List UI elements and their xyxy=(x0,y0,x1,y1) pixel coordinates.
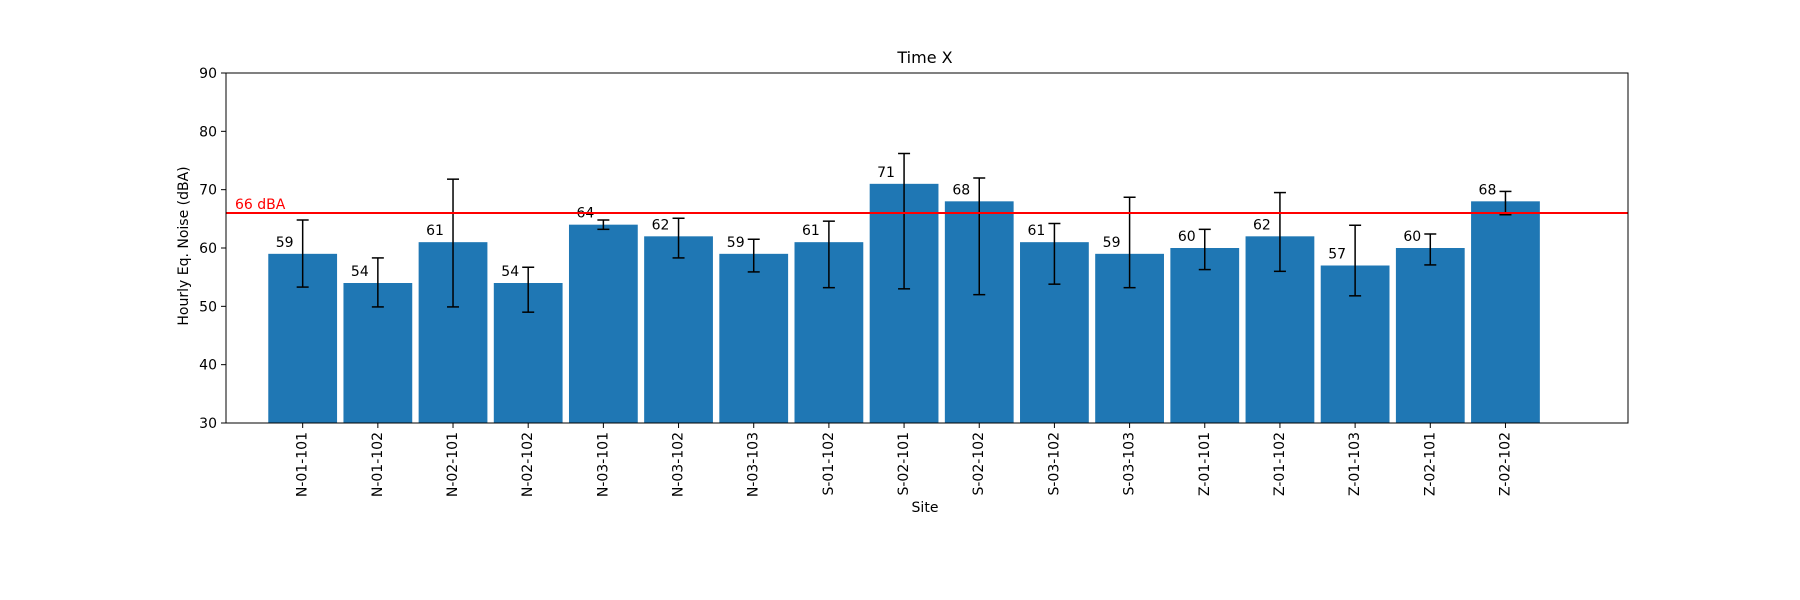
x-tick-label: S-02-101 xyxy=(896,432,912,496)
data-label: 62 xyxy=(1253,217,1271,233)
error-bar xyxy=(822,220,835,289)
y-axis: 30 40 50 60 70 80 90 xyxy=(199,66,226,432)
x-tick-label: Z-01-102 xyxy=(1272,432,1288,496)
error-bar xyxy=(1424,233,1437,266)
error-bar xyxy=(1349,224,1362,297)
x-tick-label: N-02-101 xyxy=(445,432,461,497)
error-bar xyxy=(672,217,685,259)
error-bar xyxy=(447,178,460,308)
reference-line-label: 66 dBA xyxy=(235,197,286,213)
x-tick-label: N-01-101 xyxy=(295,432,311,497)
x-tick-label: S-03-103 xyxy=(1122,432,1138,496)
y-tick-label: 30 xyxy=(199,416,217,432)
error-bar xyxy=(597,219,610,231)
bar xyxy=(1471,201,1540,423)
y-tick-label: 50 xyxy=(199,299,217,315)
bar xyxy=(1395,248,1465,423)
y-tick-label: 70 xyxy=(199,183,217,199)
bar xyxy=(644,236,713,423)
data-label: 59 xyxy=(727,235,745,251)
data-label: 61 xyxy=(802,223,820,239)
x-axis-title: Site xyxy=(912,500,939,516)
data-label: 59 xyxy=(1103,235,1121,251)
data-label: 54 xyxy=(501,264,519,280)
x-tick-label: Z-01-101 xyxy=(1197,432,1213,496)
y-tick-label: 80 xyxy=(199,124,217,140)
bar xyxy=(568,224,638,423)
x-tick-label: Z-02-102 xyxy=(1497,432,1513,496)
error-bars-group xyxy=(296,152,1512,313)
error-bar xyxy=(1198,228,1211,271)
error-bar xyxy=(747,238,760,273)
bars-group xyxy=(268,183,1540,423)
y-tick-label: 60 xyxy=(199,241,217,257)
x-tick-label: N-02-102 xyxy=(520,432,536,497)
chart-title: Time X xyxy=(896,48,952,67)
data-label: 71 xyxy=(877,165,895,181)
data-label: 62 xyxy=(652,217,670,233)
error-bar xyxy=(1499,190,1512,216)
x-tick-label: Z-02-101 xyxy=(1422,432,1438,496)
error-bar xyxy=(1048,222,1061,285)
error-bar xyxy=(296,219,309,288)
data-label: 59 xyxy=(276,235,294,251)
error-bar xyxy=(973,177,986,296)
x-tick-label: Z-01-103 xyxy=(1347,432,1363,496)
data-label: 61 xyxy=(426,223,444,239)
x-tick-label: N-01-102 xyxy=(370,432,386,497)
data-label: 54 xyxy=(351,264,369,280)
x-axis: N-01-101 N-01-102 N-02-101 N-02-102 N-03-101… xyxy=(295,423,1513,497)
y-tick-label: 90 xyxy=(199,66,217,82)
error-bar xyxy=(522,266,535,313)
data-label: 60 xyxy=(1403,229,1421,245)
bar xyxy=(719,253,789,423)
y-axis-title: Hourly Eq. Noise (dBA) xyxy=(176,166,192,325)
x-tick-label: N-03-103 xyxy=(746,432,762,497)
error-bar xyxy=(1273,191,1286,273)
data-label: 61 xyxy=(1028,223,1046,239)
y-tick-label: 40 xyxy=(199,358,217,374)
x-tick-label: S-01-102 xyxy=(821,432,837,496)
data-label: 57 xyxy=(1328,247,1346,263)
x-tick-label: S-02-102 xyxy=(971,432,987,496)
data-label: 68 xyxy=(952,182,970,198)
x-tick-label: S-03-102 xyxy=(1046,432,1062,496)
x-tick-label: N-03-101 xyxy=(595,432,611,497)
bar xyxy=(1170,248,1240,423)
data-label: 60 xyxy=(1178,229,1196,245)
error-bar xyxy=(898,152,911,290)
x-tick-label: N-03-102 xyxy=(671,432,687,497)
data-label: 68 xyxy=(1479,182,1497,198)
error-bar xyxy=(371,257,384,308)
